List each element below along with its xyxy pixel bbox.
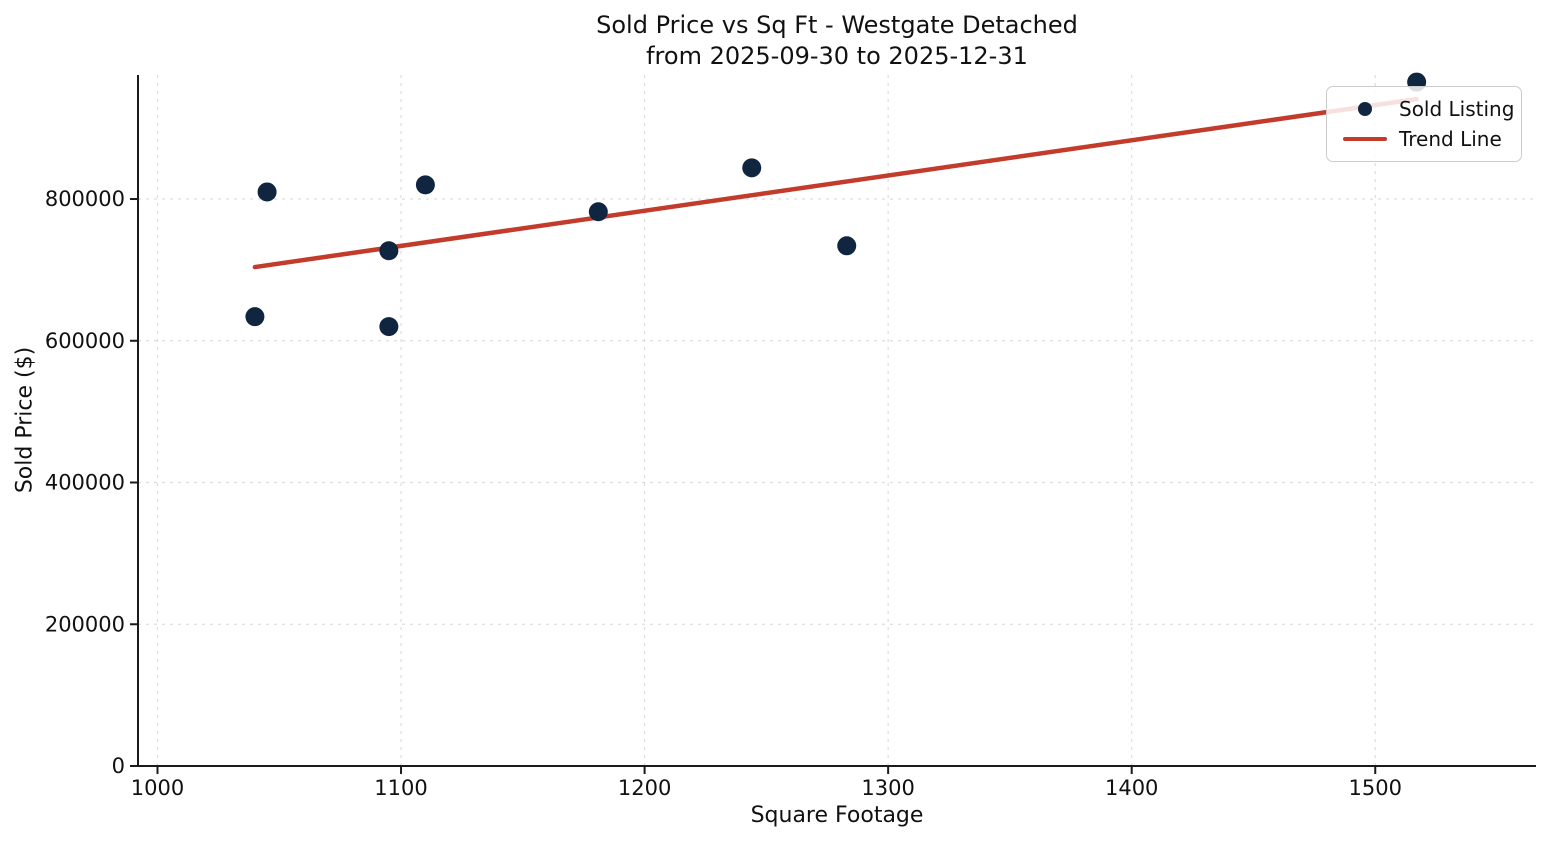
x-axis-label: Square Footage bbox=[750, 803, 924, 828]
legend-label-trend-line: Trend Line bbox=[1399, 127, 1502, 151]
data-point bbox=[379, 317, 399, 337]
x-tick-label: 1100 bbox=[374, 776, 427, 800]
y-tick-label: 200000 bbox=[45, 612, 125, 636]
y-tick-label: 800000 bbox=[45, 187, 125, 211]
data-point bbox=[742, 158, 762, 178]
x-tick-label: 1300 bbox=[861, 776, 914, 800]
data-point bbox=[415, 175, 435, 195]
legend-item-trend-line: Trend Line bbox=[1339, 124, 1511, 154]
y-tick-label: 400000 bbox=[45, 471, 125, 495]
x-tick-label: 1500 bbox=[1349, 776, 1402, 800]
legend: Sold Listing Trend Line bbox=[1326, 86, 1522, 162]
trend-line-swatch-icon bbox=[1343, 136, 1387, 142]
data-point bbox=[257, 182, 277, 202]
legend-label-sold-listing: Sold Listing bbox=[1399, 97, 1515, 121]
legend-marker-cell bbox=[1339, 136, 1391, 142]
data-point bbox=[588, 202, 608, 222]
trend-line bbox=[252, 96, 1419, 270]
data-point bbox=[837, 236, 857, 256]
y-tick-label: 600000 bbox=[45, 329, 125, 353]
x-tick-label: 1200 bbox=[618, 776, 671, 800]
sold-listing-dot-icon bbox=[1358, 102, 1372, 116]
y-axis-label: Sold Price ($) bbox=[12, 346, 38, 494]
data-point bbox=[379, 241, 399, 261]
data-point bbox=[245, 307, 265, 327]
x-tick-label: 1400 bbox=[1105, 776, 1158, 800]
legend-item-sold-listing: Sold Listing bbox=[1339, 94, 1515, 124]
x-tick-label: 1000 bbox=[131, 776, 184, 800]
legend-marker-cell bbox=[1339, 102, 1391, 116]
y-tick-label: 0 bbox=[112, 754, 125, 778]
